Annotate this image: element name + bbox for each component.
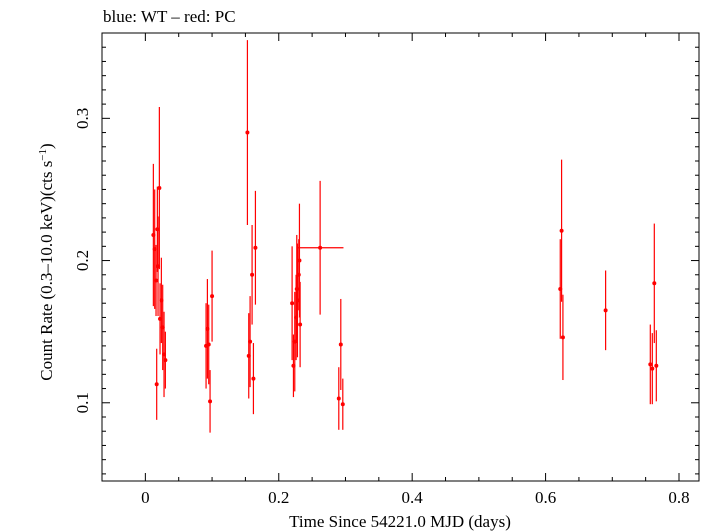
data-point xyxy=(340,402,345,407)
data-point xyxy=(298,322,303,327)
x-tick-label: 0.4 xyxy=(402,488,424,507)
data-point xyxy=(251,376,256,381)
data-point xyxy=(154,382,159,387)
data-point xyxy=(154,278,159,283)
data-point xyxy=(559,228,564,233)
data-point xyxy=(296,272,301,277)
data-point xyxy=(250,272,255,277)
data-point xyxy=(163,358,168,363)
data-point xyxy=(290,301,295,306)
chart-title: blue: WT – red: PC xyxy=(103,7,236,26)
y-tick-label: 0.3 xyxy=(73,108,92,129)
data-point xyxy=(253,245,258,250)
y-tick-label: 0.1 xyxy=(73,392,92,413)
data-point xyxy=(208,399,213,404)
plot-frame xyxy=(101,32,700,482)
y-axis-ticks: 0.1 0.2 0.3 xyxy=(73,46,699,475)
data-point xyxy=(654,363,659,368)
data-point xyxy=(650,366,655,371)
data-point xyxy=(648,362,653,367)
data-point xyxy=(338,342,343,347)
data-point xyxy=(336,396,341,401)
data-point xyxy=(297,258,302,263)
x-tick-label: 0 xyxy=(141,488,150,507)
data-point xyxy=(603,308,608,313)
data-point xyxy=(560,335,565,340)
data-point xyxy=(206,342,211,347)
x-axis-label: Time Since 54221.0 MJD (days) xyxy=(289,512,511,531)
x-tick-label: 0.8 xyxy=(668,488,689,507)
y-axis-label-close: ) xyxy=(37,143,56,149)
x-tick-label: 0.2 xyxy=(268,488,289,507)
data-point xyxy=(248,339,253,344)
data-point xyxy=(294,287,299,291)
y-axis-label-exponent: −1 xyxy=(37,149,49,161)
data-point xyxy=(210,294,215,299)
data-points xyxy=(151,40,659,433)
y-axis-label-main: Count Rate (0.3–10.0 keV)(cts s xyxy=(37,161,56,381)
data-point xyxy=(318,245,323,250)
data-point xyxy=(245,130,250,135)
data-point xyxy=(157,186,162,191)
y-tick-label: 0.2 xyxy=(73,250,92,271)
y-axis-label: Count Rate (0.3–10.0 keV)(cts s−1) xyxy=(37,143,56,380)
data-point xyxy=(652,281,657,286)
x-tick-label: 0.6 xyxy=(535,488,556,507)
data-point xyxy=(155,227,160,232)
x-axis-ticks: 0 0.2 0.4 0.6 0.8 xyxy=(141,33,690,507)
